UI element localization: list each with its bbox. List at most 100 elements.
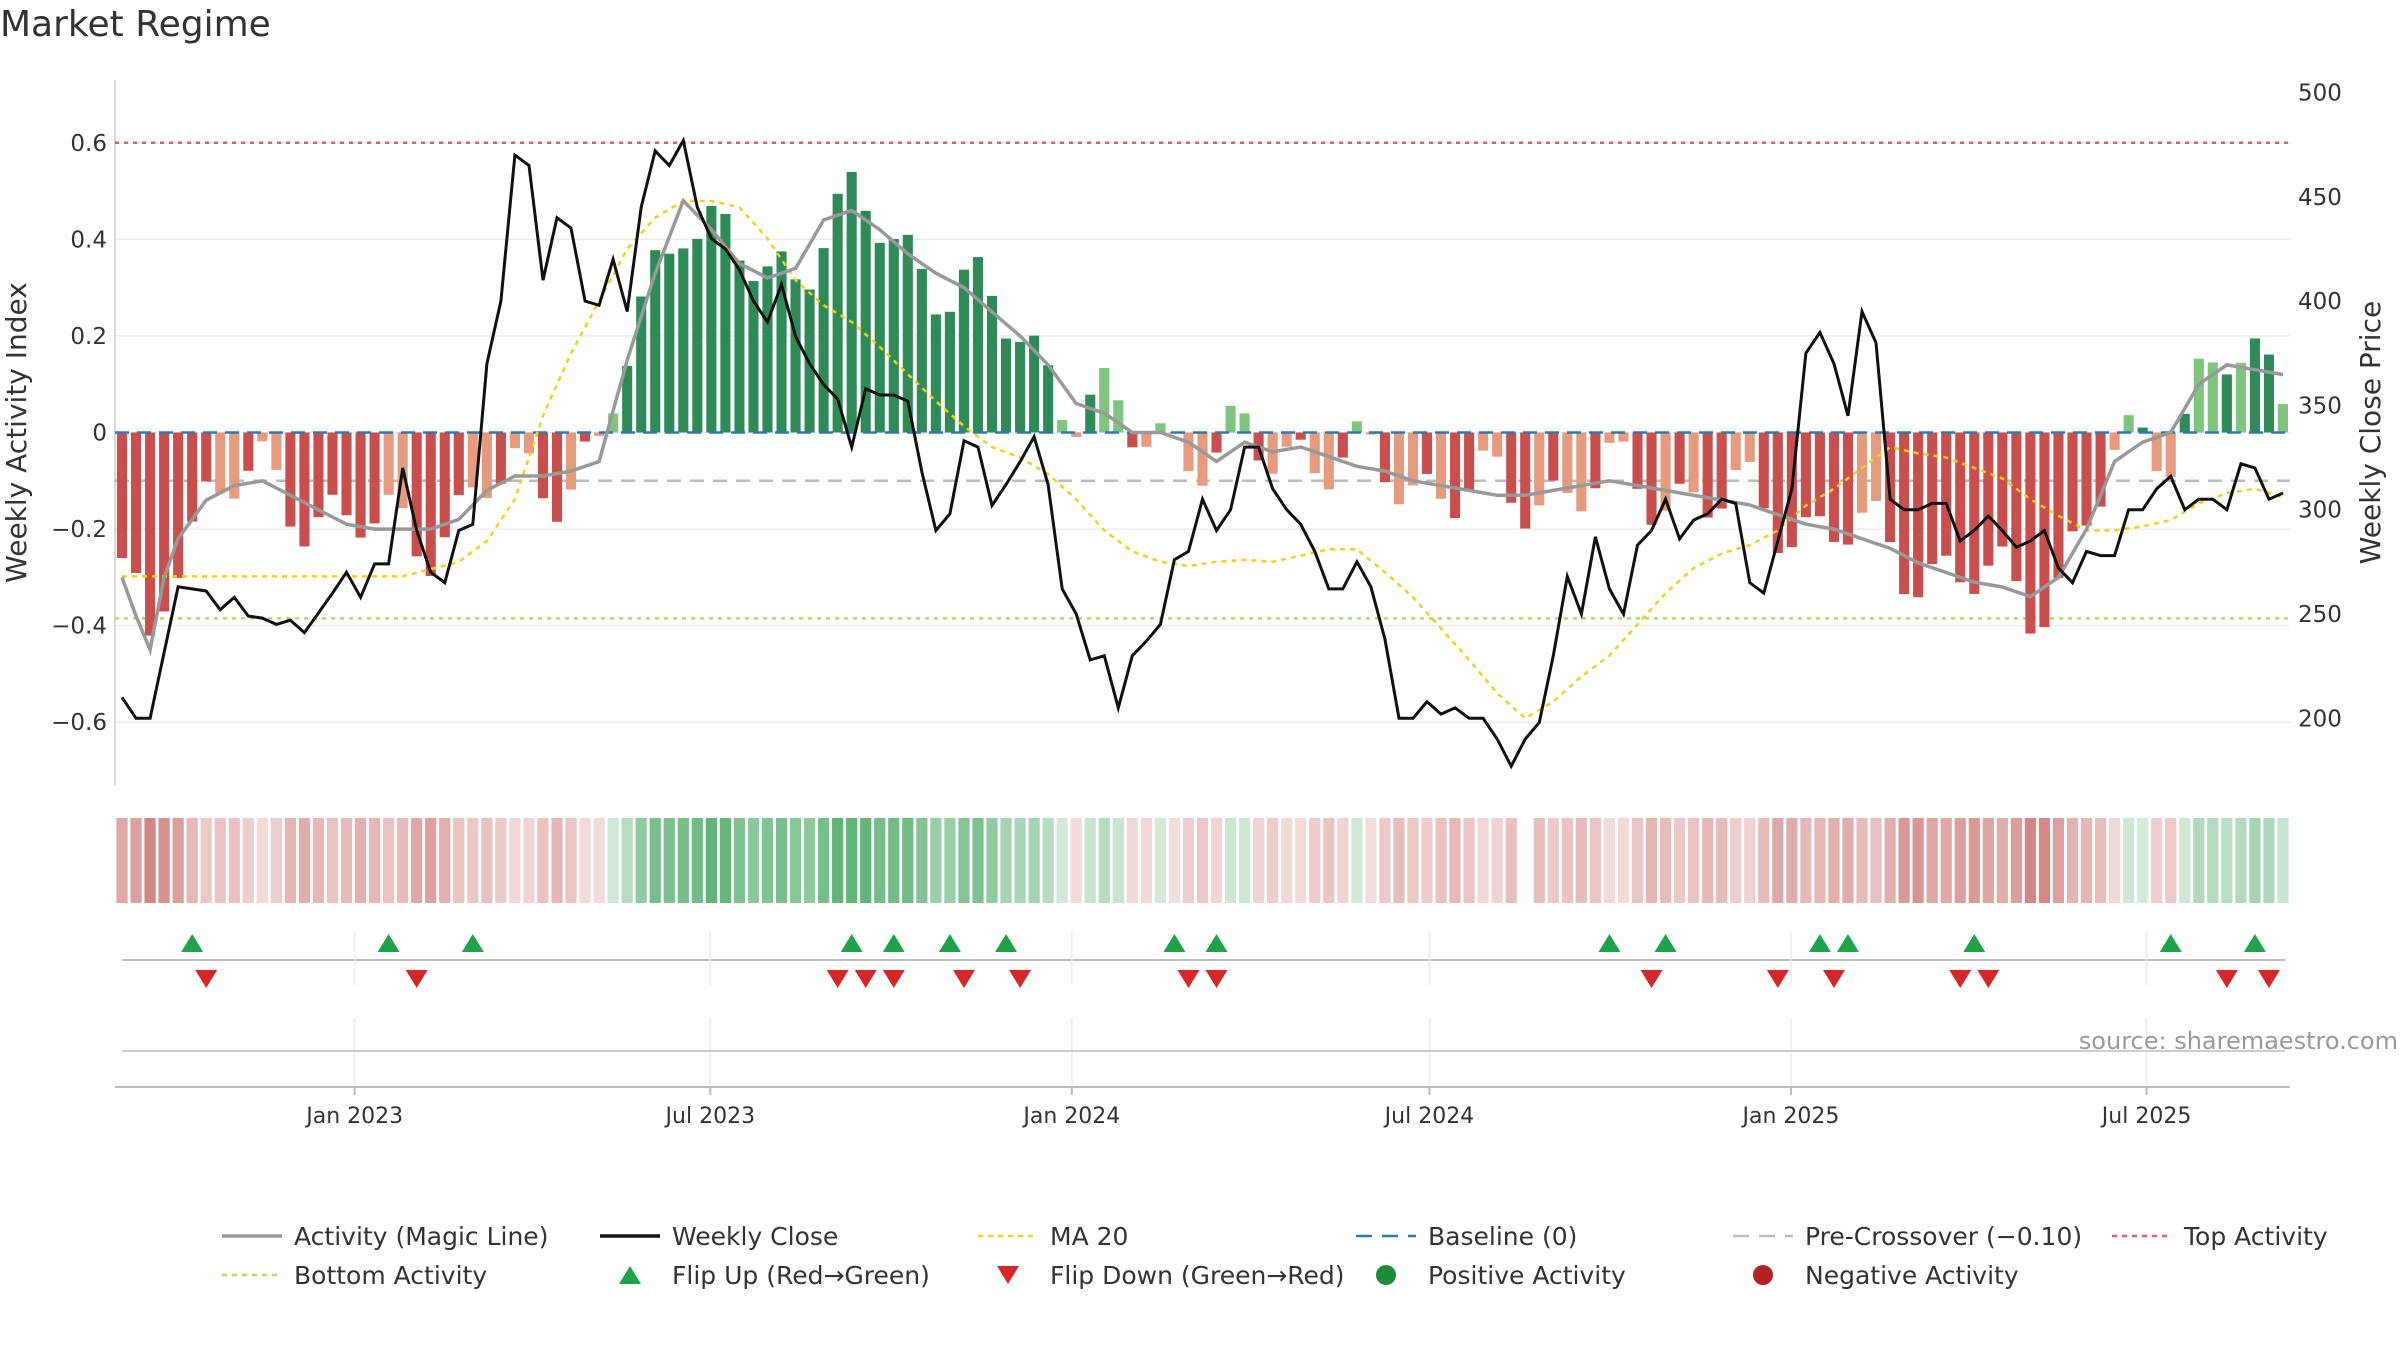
heat-strip-cell xyxy=(2221,818,2233,903)
heat-strip-cell xyxy=(144,818,156,903)
activity-bar xyxy=(2095,432,2106,507)
activity-bar xyxy=(1618,432,1629,442)
activity-bar xyxy=(636,296,647,433)
activity-bar xyxy=(1941,432,1952,556)
heat-strip-cell xyxy=(2263,818,2275,903)
heat-strip-cell xyxy=(453,818,465,903)
activity-bar xyxy=(1281,432,1292,447)
flip-down-marker xyxy=(195,970,218,988)
activity-bar xyxy=(327,432,338,495)
heat-strip-cell xyxy=(1014,818,1026,903)
y2-tick-label: 450 xyxy=(2298,185,2342,211)
activity-bar xyxy=(383,432,394,495)
activity-bar xyxy=(1085,394,1096,433)
flip-up-marker xyxy=(1963,934,1986,952)
heat-strip-cell xyxy=(1281,818,1293,903)
x-tick-label: Jan 2025 xyxy=(1740,1104,1839,1129)
heat-strip-cell xyxy=(1996,818,2008,903)
flip-down-marker xyxy=(1822,970,1845,988)
heat-strip-cell xyxy=(1070,818,1082,903)
heat-strip-cell xyxy=(579,818,591,903)
heat-strip-cell xyxy=(1828,818,1840,903)
activity-bar xyxy=(1141,432,1152,447)
heat-strip-cell xyxy=(130,818,142,903)
activity-bar xyxy=(692,238,703,433)
heat-strip-cell xyxy=(1253,818,1265,903)
legend-label: Positive Activity xyxy=(1428,1261,1626,1290)
heat-strip-cell xyxy=(1730,818,1742,903)
heat-strip-cell xyxy=(537,818,549,903)
legend-label: Bottom Activity xyxy=(294,1261,487,1290)
flip-up-marker xyxy=(2243,934,2266,952)
activity-bar xyxy=(229,432,240,499)
activity-bar xyxy=(608,413,619,433)
activity-bar xyxy=(1927,432,1938,565)
activity-bar xyxy=(1464,432,1475,492)
flip-up-marker xyxy=(840,934,863,952)
heat-strip-cell xyxy=(621,818,633,903)
heat-strip-cell xyxy=(1575,818,1587,903)
activity-bar xyxy=(130,432,142,573)
heat-strip-cell xyxy=(1323,818,1335,903)
heat-strip-cell xyxy=(1463,818,1475,903)
heat-strip-cell xyxy=(1154,818,1167,903)
flip-up-marker xyxy=(2159,934,2182,952)
activity-bar xyxy=(1015,341,1026,433)
activity-bar xyxy=(2053,432,2064,578)
heat-strip-cell xyxy=(1688,818,1700,903)
heat-strip-cell xyxy=(607,818,619,903)
heat-strip-cell xyxy=(565,818,577,903)
heat-strip-cell xyxy=(1267,818,1279,903)
activity-bar xyxy=(355,432,366,538)
y-tick-label: 0 xyxy=(92,421,107,447)
legend-dot-swatch xyxy=(1753,1265,1773,1285)
x-tick-label: Jan 2023 xyxy=(304,1104,403,1129)
activity-bar xyxy=(1955,432,1966,583)
heat-strip-cell xyxy=(1968,818,1980,903)
activity-bar xyxy=(846,171,857,433)
heat-strip-cell xyxy=(958,818,970,903)
heat-strip-cell xyxy=(1210,818,1223,903)
heat-strip-cell xyxy=(186,818,198,903)
activity-bar xyxy=(509,432,520,449)
legend-flip-down-swatch xyxy=(997,1266,1019,1284)
legend-label: MA 20 xyxy=(1050,1222,1128,1251)
x-tick-label: Jul 2023 xyxy=(664,1104,756,1129)
heat-strip-cell xyxy=(158,818,170,903)
heat-strip-cell xyxy=(677,818,689,903)
activity-bar xyxy=(425,432,436,577)
y2-tick-label: 300 xyxy=(2298,498,2342,524)
heat-strip-cell xyxy=(2052,818,2065,903)
heat-strip-cell xyxy=(1182,818,1195,903)
heat-strip-cell xyxy=(705,818,717,903)
heat-strip-cell xyxy=(733,818,746,903)
activity-bar xyxy=(1197,432,1208,486)
y2-axis-label: Weekly Close Price xyxy=(2354,301,2387,564)
flip-down-marker xyxy=(1949,970,1972,988)
heat-strip-cell xyxy=(1954,818,1966,903)
activity-bar xyxy=(1113,400,1124,433)
activity-bar xyxy=(116,432,128,559)
activity-bar xyxy=(2067,432,2078,532)
activity-bar xyxy=(1772,432,1783,554)
flip-down-marker xyxy=(1766,970,1789,988)
heat-strip-cell xyxy=(1716,818,1728,903)
heat-strip-cell xyxy=(1477,818,1489,903)
heat-strip-cell xyxy=(1309,818,1321,903)
activity-bar xyxy=(145,432,156,636)
heat-strip-cell xyxy=(1421,818,1433,903)
y2-tick-label: 200 xyxy=(2298,706,2342,732)
activity-bar xyxy=(986,295,998,433)
heat-strip-cell xyxy=(1912,818,1924,903)
y-tick-label: 0.4 xyxy=(70,227,107,253)
activity-bar xyxy=(1183,432,1194,472)
activity-bar xyxy=(2123,415,2134,433)
heat-strip-cell xyxy=(803,818,816,903)
y-tick-label: −0.4 xyxy=(51,614,107,640)
activity-bar xyxy=(2277,404,2289,433)
heat-strip-cell xyxy=(1449,818,1461,903)
activity-bar xyxy=(1057,419,1068,433)
activity-bar xyxy=(1758,432,1769,509)
flip-down-marker xyxy=(1640,970,1663,988)
heat-strip-cell xyxy=(2010,818,2022,903)
